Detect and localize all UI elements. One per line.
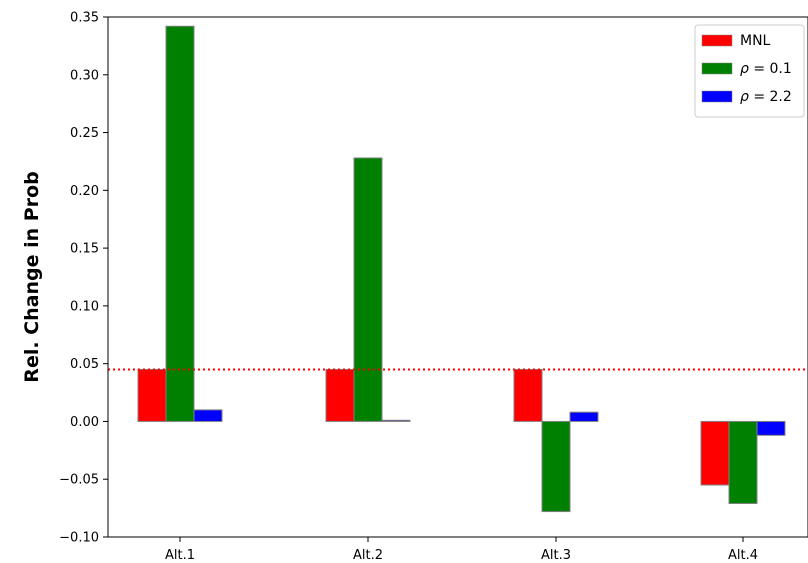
x-tick-label: Alt.2 [353,548,383,563]
legend-swatch [701,90,733,103]
bar-alt2-series-2 [353,157,383,422]
legend-swatch [701,62,733,75]
bars-layer [137,25,786,513]
y-tick-label: −0.10 [59,531,99,546]
legend-label: MNL [740,33,771,49]
y-tick-label: −0.05 [59,473,99,488]
y-tick-label: 0.30 [70,68,99,83]
bar-alt3-series-3 [569,411,599,422]
y-axis-label: Rel. Change in Prob [21,171,43,382]
y-tick-label: 0.25 [70,126,99,141]
bar-alt2-series-1 [325,368,355,422]
bar-alt4-series-2 [728,420,758,504]
legend: MNL ρ = 0.1 ρ = 2.2 [694,24,805,118]
bar-alt1-series-2 [165,25,195,422]
bar-alt2-series-3 [381,419,411,422]
x-tick-label: Alt.1 [165,548,195,563]
bar-alt3-series-2 [541,420,571,513]
y-tick-label: 0.00 [70,415,99,430]
x-tick-label: Alt.3 [541,548,571,563]
bar-alt1-series-3 [193,409,223,422]
x-axis: Alt.1 Alt.2 Alt.3 Alt.4 [165,537,758,563]
legend-label: ρ = 0.1 [740,61,792,77]
legend-label: ρ = 2.2 [740,89,792,105]
legend-swatch [701,34,733,47]
bar-alt3-series-1 [513,368,543,422]
y-tick-label: 0.20 [70,184,99,199]
x-tick-label: Alt.4 [728,548,758,563]
y-tick-label: 0.15 [70,242,99,257]
bar-alt1-series-1 [137,368,167,422]
bar-alt4-series-3 [756,420,786,436]
y-tick-label: 0.35 [70,11,99,26]
y-tick-label: 0.10 [70,299,99,314]
bar-alt4-series-1 [700,420,730,486]
plot-frame [107,16,808,538]
y-tick-label: 0.05 [70,357,99,372]
y-axis: −0.10 −0.05 0.00 0.05 0.10 0.15 0.20 0.25 0.30 0.… [59,11,108,546]
